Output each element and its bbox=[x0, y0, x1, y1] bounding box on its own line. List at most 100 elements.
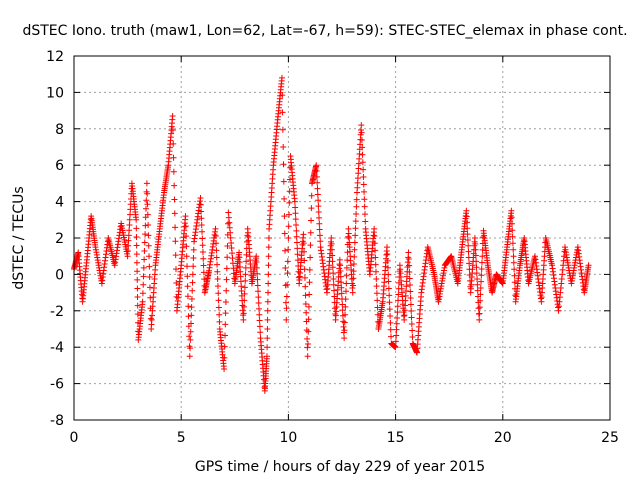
data-point-trace bbox=[264, 307, 271, 314]
data-point-trace bbox=[351, 239, 358, 246]
data-point-trace bbox=[331, 305, 338, 312]
data-point-trace bbox=[314, 191, 321, 198]
data-point-trace bbox=[256, 311, 263, 318]
y-tick-label: 12 bbox=[46, 49, 64, 65]
data-point-trace bbox=[305, 328, 312, 335]
data-point-trace bbox=[512, 292, 519, 299]
data-point-trace bbox=[126, 227, 133, 234]
data-point-trace bbox=[125, 237, 132, 244]
data-point-trace bbox=[385, 285, 392, 292]
data-point-trace bbox=[306, 266, 313, 273]
data-point bbox=[300, 231, 307, 238]
data-point-trace bbox=[509, 240, 516, 247]
data-point-trace bbox=[197, 201, 204, 208]
data-point-trace bbox=[464, 231, 471, 238]
data-point-trace bbox=[134, 268, 141, 275]
data-point-trace bbox=[172, 238, 179, 245]
data-point-trace bbox=[171, 196, 178, 203]
data-point-trace bbox=[279, 126, 286, 133]
data-point-trace bbox=[283, 293, 290, 300]
data-point-trace bbox=[184, 273, 191, 280]
data-point-trace bbox=[172, 266, 179, 273]
data-point-trace bbox=[243, 251, 250, 258]
data-point-trace bbox=[307, 254, 314, 261]
data-point-trace bbox=[329, 258, 336, 265]
data-point-trace bbox=[183, 233, 190, 240]
data-point-trace bbox=[257, 329, 264, 336]
data-point-trace bbox=[350, 282, 357, 289]
data-point-trace bbox=[360, 166, 367, 173]
data-point-trace bbox=[184, 283, 191, 290]
data-point-trace bbox=[371, 233, 378, 240]
data-point-trace bbox=[133, 242, 140, 249]
data-points bbox=[71, 74, 592, 394]
data-point bbox=[225, 209, 232, 216]
data-point-trace bbox=[330, 270, 337, 277]
data-point-trace bbox=[510, 253, 517, 260]
data-point-trace bbox=[264, 298, 271, 305]
data-point-trace bbox=[147, 315, 154, 322]
data-point-trace bbox=[254, 276, 261, 283]
data-point-trace bbox=[188, 304, 195, 311]
data-point-trace bbox=[406, 282, 413, 289]
data-point-trace bbox=[241, 284, 248, 291]
data-point bbox=[169, 113, 176, 120]
data-point-trace bbox=[189, 287, 196, 294]
data-point-trace bbox=[229, 250, 236, 257]
data-point-trace bbox=[409, 327, 416, 334]
data-point-trace bbox=[338, 284, 345, 291]
data-point-trace bbox=[184, 263, 191, 270]
data-point-trace bbox=[144, 190, 151, 197]
data-point bbox=[278, 74, 285, 81]
data-point-trace bbox=[475, 305, 482, 312]
data-point-trace bbox=[384, 250, 391, 257]
grid-lines bbox=[74, 56, 610, 420]
data-point-trace bbox=[307, 242, 314, 249]
data-point-trace bbox=[214, 283, 221, 290]
data-point-trace bbox=[472, 252, 479, 259]
data-point bbox=[371, 225, 378, 232]
data-point-trace bbox=[509, 233, 516, 240]
data-point-trace bbox=[373, 283, 380, 290]
data-point-trace bbox=[198, 208, 205, 215]
data-point-trace bbox=[388, 333, 395, 340]
data-point-trace bbox=[144, 201, 151, 208]
data-point-trace bbox=[463, 213, 470, 220]
data-point-trace bbox=[510, 259, 517, 266]
data-point-trace bbox=[170, 168, 177, 175]
data-point-trace bbox=[301, 257, 308, 264]
data-point-trace bbox=[140, 273, 147, 280]
data-point-trace bbox=[142, 222, 149, 229]
data-point-trace bbox=[222, 321, 229, 328]
y-tick-labels: -8 -6 -4 -2 0 2 4 6 8 10 12 bbox=[46, 49, 64, 429]
data-point-trace bbox=[134, 276, 141, 283]
x-tick-label: 20 bbox=[494, 430, 512, 446]
data-point-trace bbox=[343, 272, 350, 279]
data-point-trace bbox=[222, 298, 229, 305]
data-point-trace bbox=[284, 270, 291, 277]
data-point-trace bbox=[352, 225, 359, 232]
data-point-trace bbox=[508, 214, 515, 221]
data-point-trace bbox=[477, 291, 484, 298]
data-point-trace bbox=[144, 211, 151, 218]
data-point-trace bbox=[183, 253, 190, 260]
data-point-trace bbox=[329, 252, 336, 259]
data-point bbox=[221, 366, 228, 373]
data-point-trace bbox=[265, 253, 272, 260]
data-point-trace bbox=[253, 264, 260, 271]
data-point-trace bbox=[308, 205, 315, 212]
x-tick-label: 15 bbox=[387, 430, 405, 446]
data-point bbox=[212, 225, 219, 232]
y-tick-label: 4 bbox=[55, 195, 64, 211]
data-point-trace bbox=[124, 248, 131, 254]
data-point-trace bbox=[476, 310, 483, 317]
data-point-trace bbox=[393, 326, 400, 333]
data-point-trace bbox=[292, 204, 299, 211]
data-point-trace bbox=[331, 287, 338, 294]
data-point bbox=[341, 335, 348, 342]
data-point-trace bbox=[282, 265, 289, 272]
data-point-trace bbox=[227, 229, 234, 236]
data-point-trace bbox=[187, 336, 194, 343]
data-point-trace bbox=[408, 308, 415, 315]
